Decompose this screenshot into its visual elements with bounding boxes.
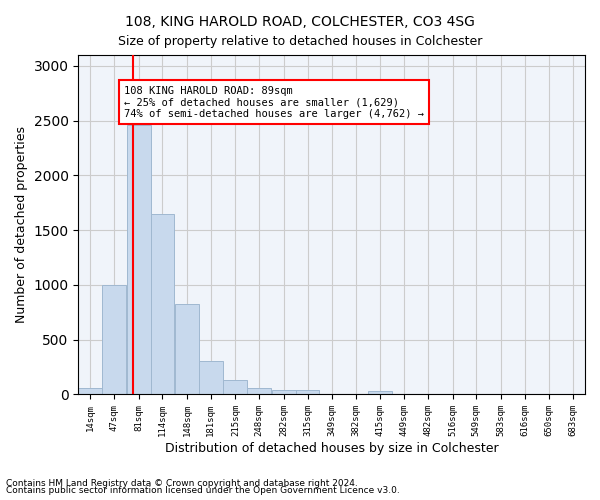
Bar [199,360,223,394]
Text: 108, KING HAROLD ROAD, COLCHESTER, CO3 4SG: 108, KING HAROLD ROAD, COLCHESTER, CO3 4… [125,15,475,29]
Text: Contains public sector information licensed under the Open Government Licence v3: Contains public sector information licen… [6,486,400,495]
Text: Contains HM Land Registry data © Crown copyright and database right 2024.: Contains HM Land Registry data © Crown c… [6,478,358,488]
Bar [223,380,247,394]
Bar [151,214,175,394]
Text: Size of property relative to detached houses in Colchester: Size of property relative to detached ho… [118,35,482,48]
Bar [296,390,319,394]
X-axis label: Distribution of detached houses by size in Colchester: Distribution of detached houses by size … [165,442,499,455]
Y-axis label: Number of detached properties: Number of detached properties [15,126,28,323]
Bar [247,388,271,394]
Bar [175,304,199,394]
Bar [272,390,296,394]
Bar [368,391,392,394]
Bar [127,125,151,394]
Bar [102,285,126,395]
Text: 108 KING HAROLD ROAD: 89sqm
← 25% of detached houses are smaller (1,629)
74% of : 108 KING HAROLD ROAD: 89sqm ← 25% of det… [124,86,424,119]
Bar [79,388,102,394]
